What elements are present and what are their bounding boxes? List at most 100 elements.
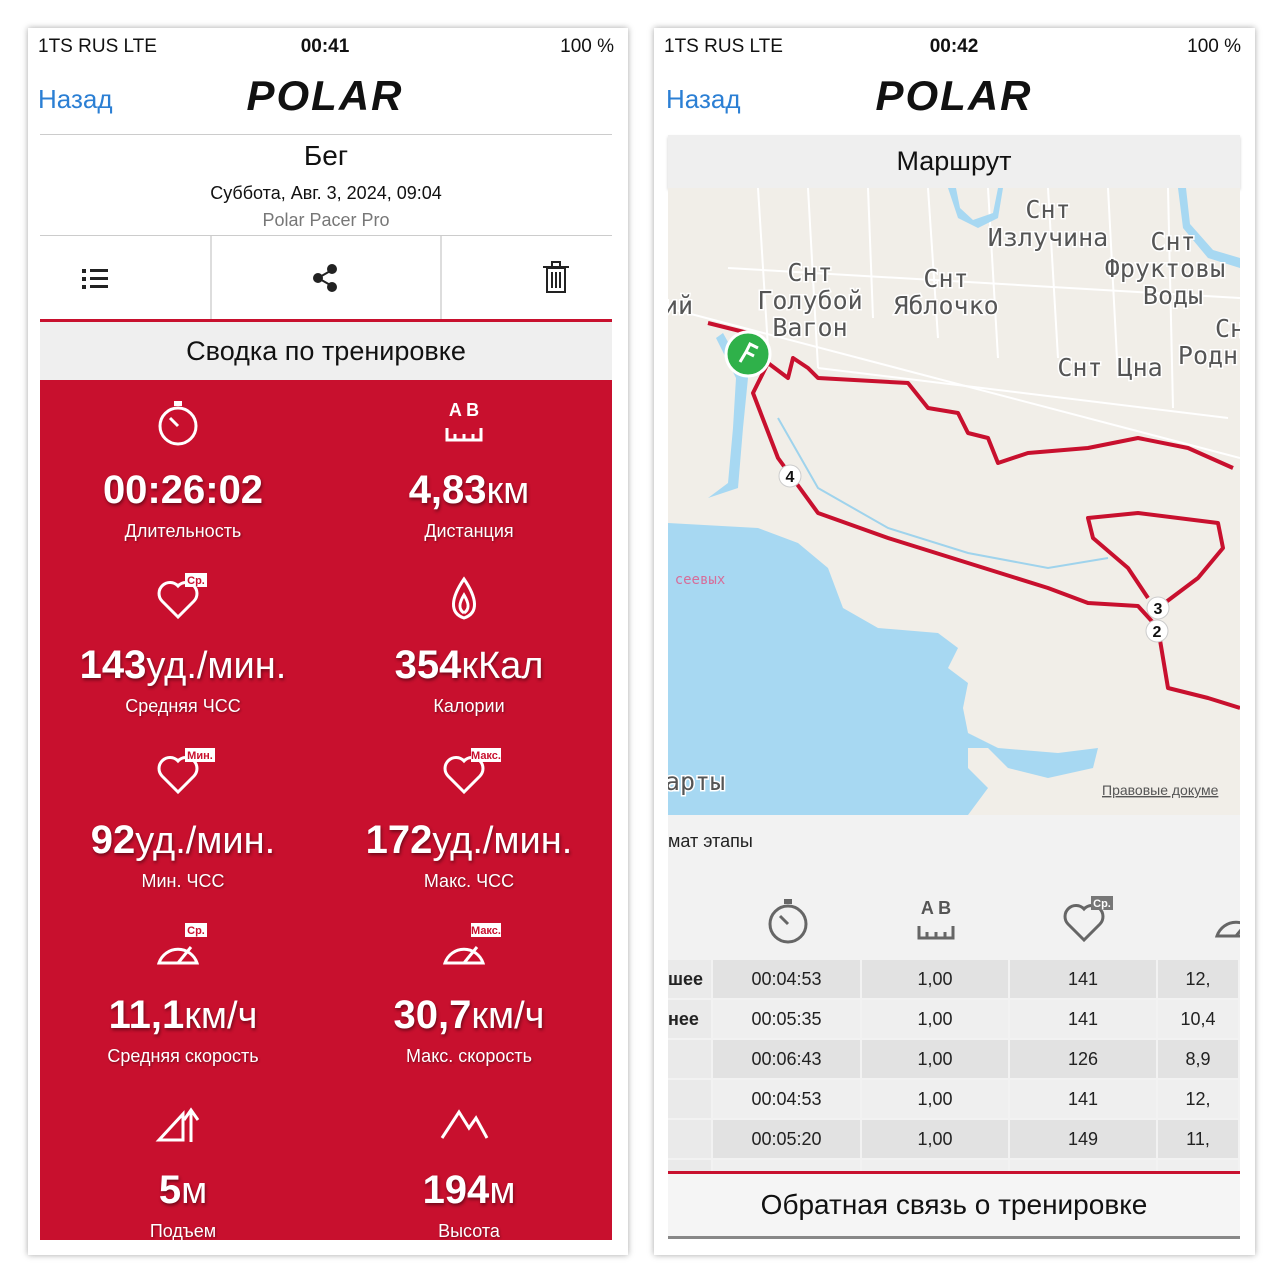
stat-number: 194	[422, 1168, 490, 1212]
clock: 00:42	[929, 36, 979, 57]
icon-letters: A B	[921, 898, 951, 918]
delete-button[interactable]	[543, 261, 569, 293]
laps-table: A B Ср. шее 00:04:53 1,00 141 12, нее 00:05:35 1,…	[668, 868, 1240, 1198]
back-button[interactable]: Назад	[666, 84, 741, 114]
stat-unit: м	[489, 1170, 516, 1212]
badge-box	[185, 923, 207, 937]
map-label: ий	[668, 291, 693, 320]
icon-shape	[442, 946, 486, 965]
lap-cell: 00:04:53	[713, 1080, 860, 1118]
carrier: 1TS RUS LTE	[664, 36, 783, 57]
stat-unit: км/ч	[471, 995, 545, 1037]
map-label: Снт	[1025, 195, 1070, 224]
stat-value: 194м	[326, 1168, 612, 1213]
stat-number: 4,83	[408, 468, 487, 512]
left-screen: 1TS RUS LTE 00:41 100 % Назад POLAR Бег …	[28, 28, 628, 1255]
stat-value: 92уд./мин.	[40, 818, 326, 863]
lap-cell: 8,9	[1158, 1040, 1238, 1078]
stat-label: Дистанция	[424, 521, 514, 541]
lap-cell: 1,00	[862, 1040, 1008, 1078]
icon-shape	[440, 1109, 489, 1139]
icon-shape	[445, 428, 483, 442]
roads	[668, 188, 1240, 459]
stat-unit: кКал	[461, 645, 544, 687]
clock: 00:41	[300, 36, 350, 57]
column-icon	[1214, 920, 1240, 938]
icon-shape	[174, 401, 182, 406]
lap-cell	[668, 1080, 711, 1118]
stat-icon	[452, 576, 476, 620]
map-label: Воды	[1143, 281, 1203, 310]
lap-cell: 00:06:43	[713, 1040, 860, 1078]
badge-text: Ср.	[1093, 898, 1111, 910]
stat-unit: уд./мин.	[146, 645, 287, 687]
map-label: Снт	[787, 258, 832, 287]
device: Polar Pacer Pro	[262, 210, 390, 230]
stat-label: Подъем	[149, 1221, 217, 1240]
column-icon: Ср.	[1063, 896, 1113, 943]
stat-number: 30,7	[393, 993, 472, 1037]
right-screen: 1TS RUS LTE 00:42 100 % Назад POLAR Марш…	[654, 28, 1255, 1255]
stat-label: Макс. ЧСС	[423, 871, 515, 891]
badge: Ср.	[185, 923, 207, 937]
map-label: сеевых	[675, 572, 726, 588]
legal-link[interactable]: Правовые докуме	[1102, 782, 1219, 798]
stat-value: 143уд./мин.	[40, 643, 326, 688]
back-button[interactable]: Назад	[38, 84, 113, 114]
stat-unit: км/ч	[184, 995, 258, 1037]
stat-unit: км	[486, 470, 530, 512]
stat-unit: уд./мин.	[135, 820, 276, 862]
stat-icon	[155, 1107, 200, 1142]
icon-shape	[768, 904, 808, 944]
carrier: 1TS RUS LTE	[38, 36, 157, 57]
lap-cell	[668, 1120, 711, 1158]
map-label: Снт Цна	[1057, 353, 1162, 382]
column-icon: A B	[917, 898, 955, 940]
share-button[interactable]	[313, 264, 337, 292]
lap-cell: 141	[1010, 1000, 1156, 1038]
stat-value: 00:26:02	[40, 468, 326, 513]
sport: Бег	[303, 140, 349, 171]
accent-line	[668, 1171, 1240, 1174]
lap-cell: 149	[1010, 1120, 1156, 1158]
stat-value: 5м	[40, 1168, 326, 1213]
stat-icon	[440, 1109, 489, 1139]
stat-number: 172	[365, 818, 433, 862]
stats-panel: 00:26:02 Длительность A B 4,83км Дистанция Ср…	[40, 380, 612, 1240]
icon-shape	[1063, 904, 1105, 943]
stat-number: 354	[394, 643, 462, 687]
divider	[40, 134, 612, 135]
lap-cell: 12,	[1158, 960, 1238, 998]
accent-line	[40, 319, 612, 322]
stat-number: 5	[158, 1168, 182, 1212]
badge-box	[471, 923, 501, 937]
lap-marker-label: 4	[786, 469, 795, 486]
map-label: Сн	[1215, 314, 1240, 343]
feedback-header[interactable]: Обратная связь о тренировке	[668, 1174, 1240, 1236]
divider	[40, 235, 612, 236]
badge-box	[185, 748, 215, 762]
lap-cell: 00:05:20	[713, 1120, 860, 1158]
badge: Макс.	[471, 748, 501, 762]
icon-shape	[443, 756, 485, 795]
icon-shape	[452, 576, 476, 620]
icon-shape	[778, 914, 790, 926]
lap-cell: шее	[668, 960, 711, 998]
map-label: Вагон	[772, 313, 847, 342]
laps-title: мат этапы	[668, 831, 753, 851]
stat-number: 92	[90, 818, 136, 862]
map-label: Снт	[923, 264, 968, 293]
route	[707, 321, 1240, 710]
icon-shape	[168, 416, 180, 428]
badge: Макс.	[471, 923, 501, 937]
lap-marker	[1145, 619, 1169, 643]
logo: POLAR	[246, 72, 404, 119]
list-button[interactable]	[82, 269, 108, 289]
stat-label: Калории	[433, 696, 505, 716]
lap-marker-label: 2	[1153, 624, 1162, 641]
stat-icon	[158, 401, 198, 446]
badge: Мин.	[185, 748, 215, 762]
stat-value: 354кКал	[326, 643, 612, 688]
section-header: Маршрут	[668, 135, 1240, 188]
battery: 100 %	[560, 36, 614, 57]
